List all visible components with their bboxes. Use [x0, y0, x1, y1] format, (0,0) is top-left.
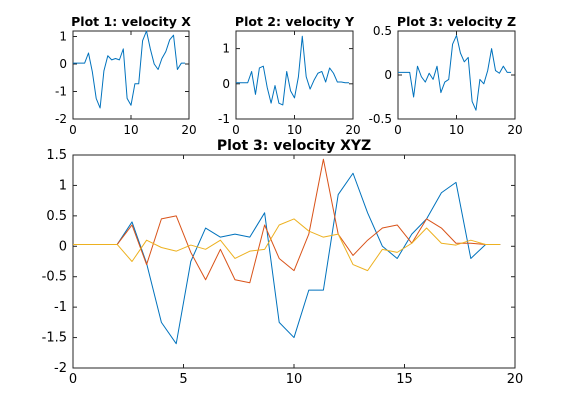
y-tick-label-1: -1 [54, 300, 67, 315]
x-tick-label-10: 10 [287, 123, 302, 137]
x-tick-label-20: 20 [507, 123, 522, 137]
chart-title: Plot 1: velocity X [71, 14, 191, 29]
y-tick-label-2: -2 [55, 112, 67, 126]
x-tick-label-20: 20 [181, 123, 196, 137]
series-line-1 [398, 34, 512, 111]
y-tick-label-1-5: -1.5 [42, 331, 67, 346]
plot-area [235, 30, 354, 120]
series-line-1 [73, 30, 186, 109]
y-tick-label-0-5: 0.5 [46, 209, 67, 224]
y-tick-label-2: -2 [54, 361, 67, 376]
subplot-velocity-y: Plot 2: velocity Y0 10 20-101 [218, 14, 361, 137]
y-tick-label-1: -1 [218, 112, 230, 126]
y-tick-label-1: 1 [59, 30, 67, 44]
chart-title: Plot 3: velocity XYZ [217, 138, 371, 154]
y-tick-label-1: 1 [222, 42, 230, 56]
y-tick-label-0: 0 [59, 239, 67, 254]
y-tick-label-0: 0 [222, 77, 230, 91]
x-tick-label-0: 0 [232, 123, 240, 137]
x-tick-label-10: 10 [123, 123, 138, 137]
chart-title: Plot 3: velocity Z [397, 14, 516, 29]
y-tick-label-0: 0 [384, 68, 392, 82]
x-tick-label-10: 10 [286, 372, 303, 387]
series-line-2 [73, 158, 501, 284]
y-tick-label-0: 0 [59, 57, 67, 71]
plot-area [72, 30, 190, 120]
x-tick-label-0: 0 [69, 372, 77, 387]
x-tick-label-0: 0 [394, 123, 402, 137]
x-tick-label-20: 20 [345, 123, 360, 137]
chart-title: Plot 2: velocity Y [235, 14, 355, 29]
subplot-velocity-x: Plot 1: velocity X 0 10 20 -2 -1 0 1 [55, 14, 197, 137]
x-tick-label-0: 0 [69, 123, 77, 137]
plot-area [397, 30, 516, 120]
y-tick-label-0-5: 0.5 [373, 24, 392, 38]
y-tick-label-1-5: 1.5 [46, 148, 67, 163]
x-tick-label-15: 15 [396, 372, 413, 387]
x-tick-label-20: 20 [507, 372, 524, 387]
y-tick-label-0-5: -0.5 [42, 270, 67, 285]
x-tick-label-10: 10 [449, 123, 464, 137]
subplot-velocity-z: Plot 3: velocity Z0 10 20-0.500.5 [369, 14, 523, 137]
series-line-1 [236, 35, 350, 106]
series-line-3 [73, 218, 501, 272]
x-tick-label-5: 5 [179, 372, 187, 387]
y-tick-label-1: -1 [55, 85, 67, 99]
y-tick-label-0-5: -0.5 [369, 112, 392, 126]
y-tick-label-1: 1 [59, 178, 67, 193]
series-line-1 [73, 172, 501, 345]
